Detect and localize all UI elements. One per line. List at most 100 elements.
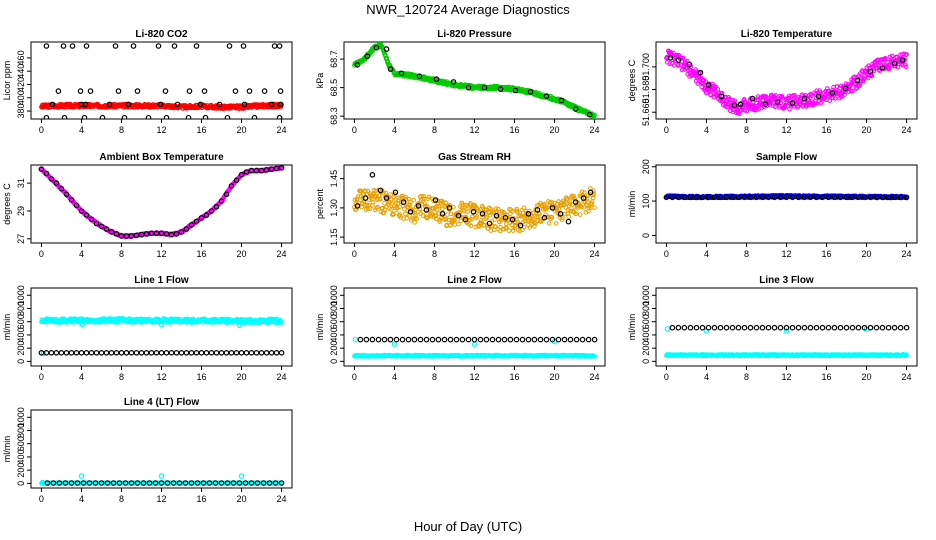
series-1 (39, 101, 284, 111)
data-point (801, 95, 808, 102)
y-tick-label: 400 (16, 90, 26, 105)
data-point (53, 349, 60, 356)
band-point (460, 202, 466, 207)
data-point (465, 84, 472, 91)
data-point (99, 114, 106, 119)
band-point (560, 215, 565, 220)
data-point (579, 336, 586, 343)
band-point (503, 221, 509, 227)
plot-frame (343, 41, 606, 120)
data-point (93, 220, 100, 227)
data-point (198, 349, 205, 356)
x-tick-label: 0 (39, 372, 44, 382)
band-point (783, 103, 788, 108)
band-point (533, 221, 538, 226)
band-point (592, 205, 597, 210)
band-point (527, 208, 532, 214)
band-point (843, 81, 849, 86)
band-point (468, 201, 473, 206)
data-point (497, 86, 504, 92)
band-point (529, 214, 535, 219)
data-point (711, 194, 718, 201)
data-point (128, 349, 135, 356)
data-point (749, 95, 756, 102)
data-point (73, 349, 80, 356)
data-point (133, 232, 140, 239)
y-tick-label: 31 (16, 178, 26, 188)
band-point (483, 216, 489, 221)
data-point (450, 79, 457, 85)
x-tick-label: 4 (704, 372, 709, 382)
data-point (565, 218, 572, 225)
data-point (543, 336, 550, 343)
data-point (513, 336, 520, 343)
data-layer (352, 172, 597, 234)
band-point (510, 228, 516, 233)
y-tick-label: 0 (16, 359, 26, 364)
band-point (565, 208, 571, 213)
y-tick-label: 0 (641, 233, 651, 238)
data-point (393, 336, 400, 343)
data-point (263, 349, 270, 356)
band-point (545, 205, 550, 211)
data-point (134, 88, 141, 94)
band-point (589, 201, 595, 207)
data-point (879, 194, 886, 201)
data-point (470, 209, 477, 215)
x-tick-label: 4 (392, 249, 397, 259)
figure-title: NWR_120724 Average Diagnostics (366, 2, 570, 17)
y-tick-label: 68.3 (329, 107, 339, 125)
data-point (433, 76, 440, 82)
data-point (108, 229, 115, 235)
data-point (81, 114, 88, 119)
x-tick-label: 4 (704, 249, 709, 259)
band-point (786, 93, 792, 99)
band-point (744, 108, 750, 114)
data-point (228, 349, 235, 356)
x-tick-label: 16 (510, 125, 520, 135)
data-point (108, 349, 115, 356)
x-tick-label: 0 (352, 372, 357, 382)
band-point (388, 192, 393, 197)
plot-frame (655, 164, 918, 244)
x-tick-label: 20 (237, 372, 247, 382)
x-tick-label: 16 (822, 125, 832, 135)
data-point (163, 231, 170, 237)
panel-title: Line 2 Flow (447, 275, 502, 286)
band-point (425, 215, 430, 221)
x-tick-label: 4 (392, 372, 397, 382)
band-point (433, 213, 439, 219)
band-point (421, 194, 427, 199)
band-point (363, 207, 369, 212)
band-point (591, 114, 597, 119)
data-point (885, 194, 892, 201)
y-tick-label: 1.15 (329, 228, 339, 246)
band-point (441, 200, 446, 205)
x-tick-label: 0 (664, 372, 669, 382)
data-point (48, 349, 55, 356)
data-point (897, 194, 904, 201)
data-point (747, 194, 754, 201)
x-tick-label: 12 (781, 249, 791, 259)
data-point (705, 82, 712, 88)
band-point (382, 200, 387, 206)
data-point (481, 84, 488, 91)
band-point (354, 196, 360, 202)
data-layer (663, 193, 910, 201)
x-tick-label: 8 (119, 125, 124, 135)
band-point (482, 222, 487, 228)
data-point (829, 90, 836, 96)
data-point (903, 194, 910, 201)
series-1 (664, 48, 909, 116)
x-tick-label: 16 (197, 125, 207, 135)
x-tick-label: 24 (902, 249, 912, 259)
band-point (373, 188, 379, 194)
data-point (213, 204, 220, 210)
data-point (383, 46, 390, 52)
band-point (515, 209, 520, 215)
data-point (891, 60, 898, 67)
data-point (273, 165, 280, 172)
band-point (736, 110, 741, 115)
